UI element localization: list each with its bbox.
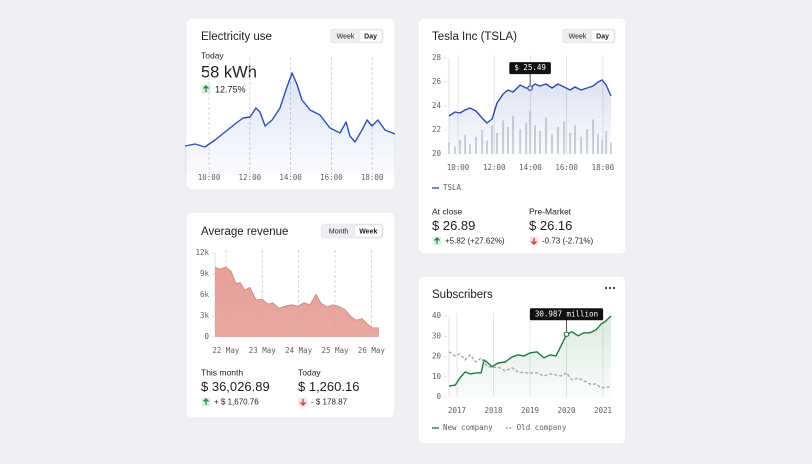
toggle-label[interactable]: Week	[359, 228, 377, 235]
line	[214, 266, 379, 329]
area	[449, 80, 611, 154]
toggle-label[interactable]: Month	[329, 228, 349, 235]
x-tick-label: 14:00	[519, 163, 542, 172]
y-tick-label: 30	[432, 331, 442, 340]
kpi-change: 12.75%	[215, 84, 246, 94]
stat-value: $ 36,026.89	[201, 379, 270, 394]
x-tick-label: 12:00	[239, 173, 262, 182]
card-title: Tesla Inc (TSLA)	[432, 31, 517, 43]
x-tick-label: 16:00	[320, 173, 343, 182]
toggle-label[interactable]: Day	[364, 33, 377, 40]
x-tick-label: 10:00	[198, 173, 221, 182]
card-title: Average revenue	[201, 226, 288, 238]
y-tick-label: 6k	[200, 290, 210, 299]
y-tick-label: 12k	[195, 248, 209, 257]
menu-dot[interactable]	[612, 286, 616, 290]
tooltip	[509, 62, 551, 75]
tooltip-label: $ 25.49	[514, 63, 546, 72]
x-tick-label: 2018	[484, 406, 503, 415]
x-tick-label: 16:00	[555, 163, 578, 172]
y-tick-label: 9k	[200, 269, 210, 278]
stat-label: Pre-Market	[529, 206, 572, 216]
y-tick-label: 10	[432, 372, 442, 381]
x-tick-label: 25 May	[321, 346, 349, 355]
legend-label: TSLA	[443, 183, 462, 192]
area	[449, 316, 611, 397]
y-tick-label: 20	[432, 352, 442, 361]
y-tick-label: 24	[432, 101, 442, 110]
x-tick-label: 2019	[521, 406, 539, 415]
trend-arrow	[203, 85, 209, 92]
y-tick-label: 20	[432, 149, 442, 158]
toggle-button[interactable]	[358, 29, 383, 43]
stat-change: - $ 178.87	[311, 398, 348, 407]
card-title: Subscribers	[432, 289, 493, 301]
x-tick-label: 24 May	[285, 346, 313, 355]
y-tick-label: 0	[204, 332, 209, 341]
x-tick-label: 23 May	[249, 346, 277, 355]
stat-change: +5.82 (+27.62%)	[445, 237, 505, 246]
toggle-button[interactable]	[354, 224, 383, 238]
toggle-label[interactable]: Week	[337, 33, 355, 40]
trend-arrow	[203, 398, 209, 405]
y-tick-label: 26	[432, 77, 442, 86]
stat-value: $ 26.16	[529, 218, 572, 233]
x-tick-label: 12:00	[483, 163, 506, 172]
annotation-point	[527, 85, 533, 91]
y-tick-label: 40	[432, 311, 442, 320]
x-tick-label: 26 May	[358, 346, 386, 355]
stat-label: Today	[298, 367, 321, 377]
legend-label: Old company	[517, 423, 567, 432]
stat-change: -0.73 (-2.71%)	[542, 237, 593, 246]
y-tick-label: 0	[436, 392, 441, 401]
tooltip-label: 30.987 million	[535, 309, 598, 318]
x-tick-label: 18:00	[361, 173, 384, 182]
x-tick-label: 2017	[448, 406, 466, 415]
line	[184, 72, 396, 148]
line	[448, 315, 612, 387]
legend-label: New company	[443, 423, 493, 432]
toggle-label[interactable]: Week	[569, 33, 587, 40]
stat-label: At close	[432, 206, 463, 216]
stat-value: $ 1,260.16	[298, 379, 359, 394]
trend-arrow	[434, 237, 440, 244]
y-tick-label: 3k	[200, 311, 210, 320]
tooltip	[529, 308, 604, 321]
x-tick-label: 18:00	[592, 163, 615, 172]
toggle-label[interactable]: Day	[596, 33, 609, 40]
menu-dot[interactable]	[608, 286, 612, 290]
toggle-button[interactable]	[590, 29, 615, 43]
line	[448, 351, 612, 389]
stat-change: + $ 1,670.76	[214, 398, 259, 407]
x-tick-label: 2020	[557, 406, 576, 415]
y-tick-label: 22	[432, 125, 441, 134]
area	[215, 267, 379, 337]
annotation-point	[563, 331, 570, 338]
card-title: Electricity use	[201, 31, 272, 43]
y-tick-label: 28	[432, 53, 442, 62]
trend-arrow	[300, 399, 306, 406]
trend-arrow	[531, 238, 537, 245]
stat-value: $ 26.89	[432, 218, 475, 233]
x-tick-label: 22 May	[212, 346, 240, 355]
stat-label: This month	[201, 367, 243, 377]
area	[185, 73, 395, 175]
x-tick-label: 2021	[594, 406, 612, 415]
kpi-label: Today	[201, 50, 224, 60]
x-tick-label: 14:00	[279, 173, 302, 182]
kpi-value: 58 kWh	[201, 63, 257, 81]
menu-dot[interactable]	[604, 286, 608, 290]
x-tick-label: 10:00	[447, 163, 470, 172]
